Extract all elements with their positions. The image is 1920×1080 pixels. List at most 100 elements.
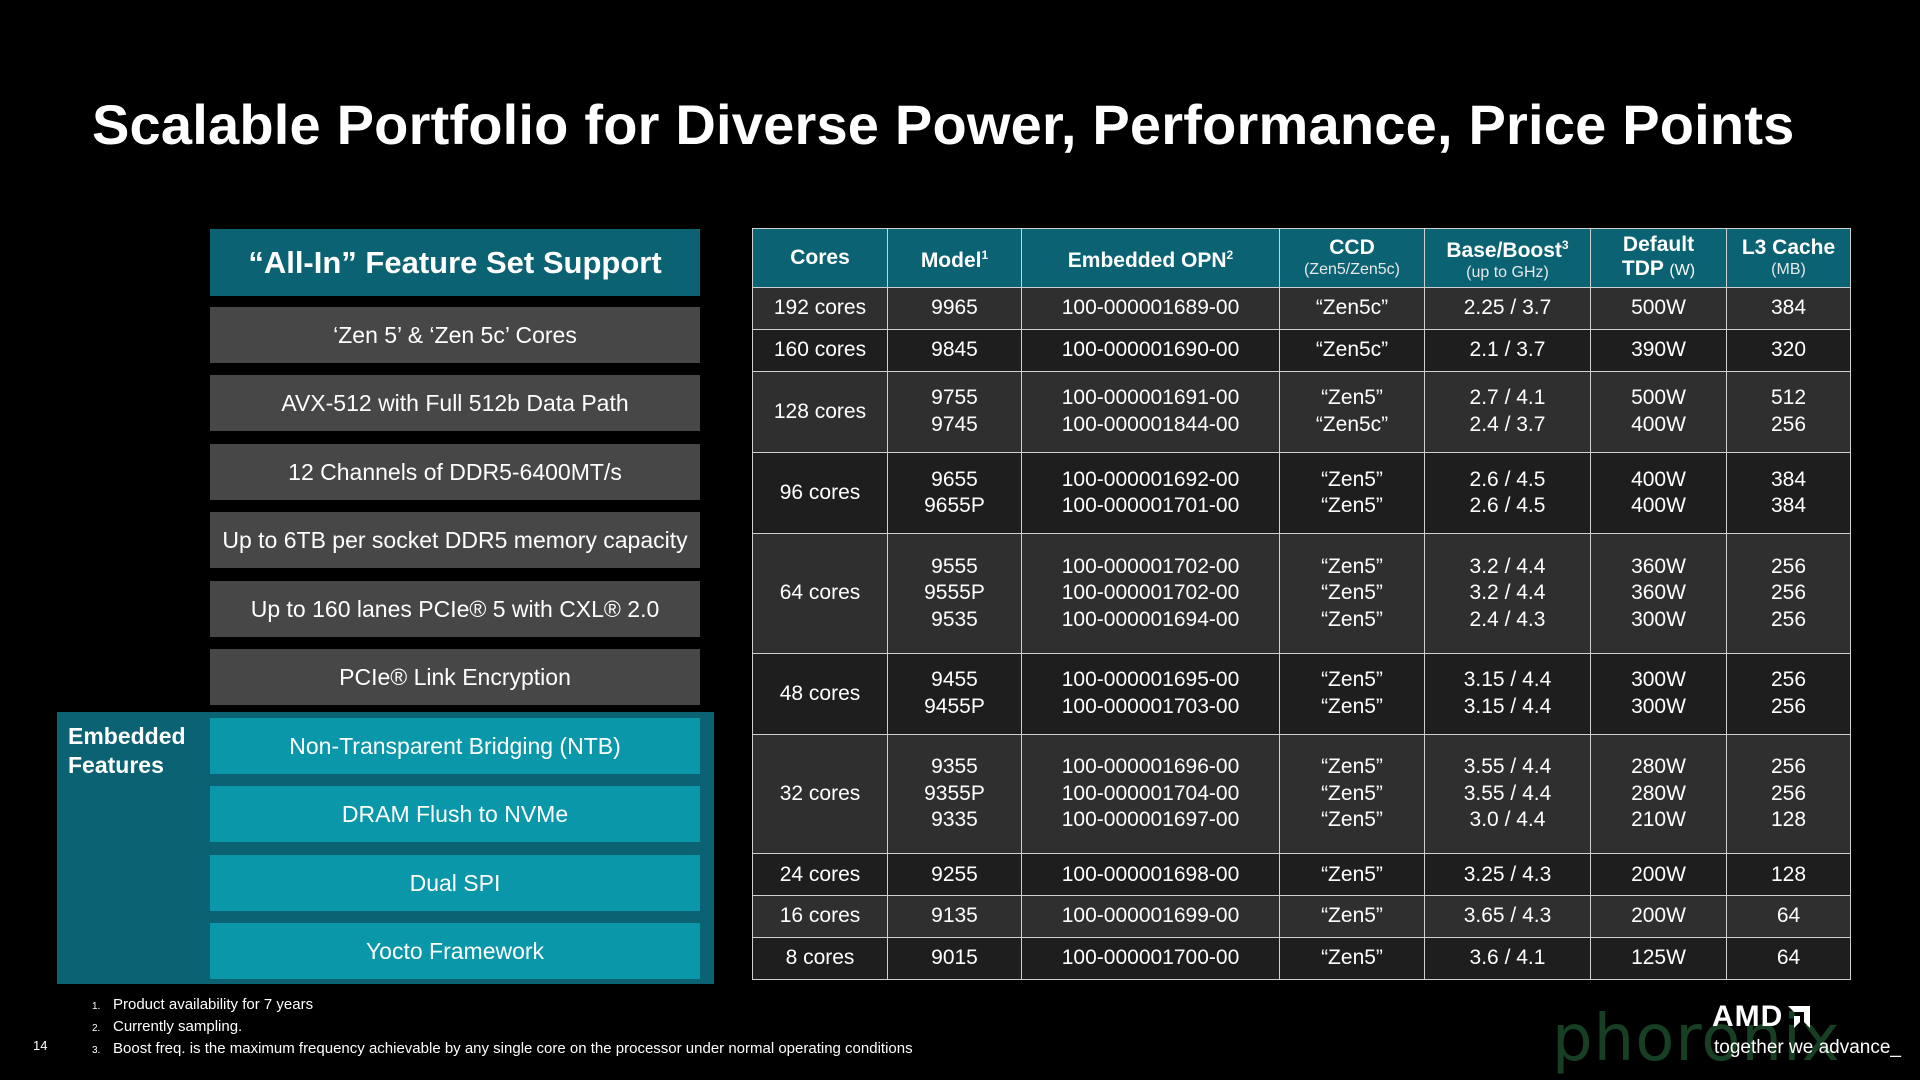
l3-cache-cell-line: 256 — [1770, 668, 1807, 692]
ccd-cell-line: “Zen5” — [1321, 581, 1383, 605]
ccd-cell: “Zen5” — [1279, 895, 1425, 939]
footnote: 3. Boost freq. is the maximum frequency a… — [92, 1039, 913, 1061]
tdp-cell-line: 280W — [1631, 781, 1686, 805]
embedded-feature-item: Yocto Framework — [210, 923, 700, 979]
model-cell: 9965 — [887, 287, 1022, 330]
tdp-cell: 200W — [1590, 895, 1727, 939]
opn-cell-line: 100-000001698-00 — [1061, 862, 1240, 886]
ccd-cell-line: “Zen5” — [1321, 781, 1383, 805]
footnote-ref: 1 — [981, 248, 989, 262]
opn-cell-line: 100-000001700-00 — [1061, 946, 1240, 970]
opn-cell-line: 100-000001689-00 — [1061, 296, 1240, 320]
ccd-cell-line: “Zen5c” — [1315, 412, 1389, 436]
feature-item: ‘Zen 5’ & ‘Zen 5c’ Cores — [210, 307, 700, 363]
slide-title: Scalable Portfolio for Diverse Power, Pe… — [92, 93, 1795, 156]
header-cores: Cores — [752, 228, 888, 288]
embedded-feature-item: Non-Transparent Bridging (NTB) — [210, 718, 700, 774]
footnote-text: Boost freq. is the maximum frequency ach… — [113, 1040, 913, 1057]
opn-cell-line: 100-000001702-00 — [1061, 554, 1240, 578]
feature-set-header: “All-In” Feature Set Support — [210, 229, 700, 296]
tdp-cell-line: 125W — [1631, 946, 1686, 970]
tdp-cell: 125W — [1590, 937, 1727, 980]
ccd-cell-line: “Zen5c” — [1315, 338, 1389, 362]
amd-logo-text: AMD — [1712, 1000, 1784, 1033]
opn-cell-line: 100-000001702-00 — [1061, 581, 1240, 605]
tdp-cell: 360W 360W 300W — [1590, 533, 1727, 654]
opn-cell: 100-000001702-00 100-000001702-00 100-0000… — [1021, 533, 1280, 654]
cores-cell: 128 cores — [752, 370, 888, 453]
frequency-cell-line: 3.15 / 4.4 — [1463, 668, 1552, 692]
tdp-cell-line: 280W — [1631, 755, 1686, 779]
ccd-cell: “Zen5” — [1279, 853, 1425, 897]
table-row: 48 cores 9455 9455P 100-000001695-00 100-000… — [752, 652, 1851, 735]
tdp-cell-line: 360W — [1631, 581, 1686, 605]
frequency-cell: 2.6 / 4.5 2.6 / 4.5 — [1424, 451, 1591, 535]
tdp-cell: 300W 300W — [1590, 652, 1727, 735]
table-row: 128 cores 9755 9745 100-000001691-00 100-000… — [752, 370, 1851, 453]
feature-item: PCIe® Link Encryption — [210, 649, 700, 705]
ccd-cell-line: “Zen5” — [1321, 694, 1383, 718]
tdp-cell: 200W — [1590, 853, 1727, 897]
header-frequency: Base/Boost3 (up to GHz) — [1424, 228, 1591, 288]
l3-cache-cell-line: 128 — [1770, 862, 1807, 886]
frequency-cell-line: 2.6 / 4.5 — [1469, 494, 1546, 518]
tdp-cell-line: 360W — [1631, 554, 1686, 578]
table-row: 192 cores 9965 100-000001689-00 “Zen5c” 2.25… — [752, 287, 1851, 330]
l3-cache-cell: 64 — [1726, 895, 1851, 939]
opn-cell: 100-000001689-00 — [1021, 287, 1280, 330]
tdp-cell: 390W — [1590, 328, 1727, 372]
l3-cache-cell-line: 128 — [1770, 808, 1807, 832]
tdp-cell-line: 300W — [1631, 668, 1686, 692]
l3-cache-cell-line: 384 — [1770, 494, 1807, 518]
header-frequency-label: Base/Boost — [1446, 239, 1562, 262]
model-cell: 9255 — [887, 853, 1022, 897]
footnotes: 1. Product availability for 7 years 2. Cur… — [92, 995, 913, 1061]
model-cell: 9555 9555P 9535 — [887, 533, 1022, 654]
frequency-cell: 2.25 / 3.7 — [1424, 287, 1591, 330]
opn-cell: 100-000001699-00 — [1021, 895, 1280, 939]
opn-cell-line: 100-000001695-00 — [1061, 668, 1240, 692]
header-ccd: CCD (Zen5/Zen5c) — [1279, 228, 1425, 288]
watermark: phoronix — [1552, 1002, 1841, 1076]
l3-cache-cell: 256 256 256 — [1726, 533, 1851, 654]
header-cores-label: Cores — [790, 246, 850, 269]
table-row: 64 cores 9555 9555P 9535 100-000001702-00 100… — [752, 533, 1851, 654]
frequency-cell-line: 2.25 / 3.7 — [1463, 296, 1552, 320]
frequency-cell: 2.1 / 3.7 — [1424, 328, 1591, 372]
embedded-feature-item: DRAM Flush to NVMe — [210, 786, 700, 842]
frequency-cell: 3.6 / 4.1 — [1424, 937, 1591, 980]
l3-cache-cell-line: 512 — [1770, 386, 1807, 410]
ccd-cell-line: “Zen5” — [1321, 386, 1383, 410]
footnote-ref: 3 — [1561, 238, 1569, 252]
tdp-cell-line: 210W — [1631, 808, 1686, 832]
header-tdp: Default TDP (W) — [1590, 228, 1727, 288]
table-row: 8 cores 9015 100-000001700-00 “Zen5” 3.6 / 4… — [752, 937, 1851, 980]
ccd-cell: “Zen5c” — [1279, 328, 1425, 372]
header-l3-label: L3 Cache — [1741, 236, 1836, 259]
model-cell: 9355 9355P 9335 — [887, 733, 1022, 855]
model-cell-line: 9755 — [931, 386, 978, 410]
ccd-cell-line: “Zen5” — [1321, 808, 1383, 832]
cores-cell: 64 cores — [752, 533, 888, 654]
l3-cache-cell-line: 384 — [1770, 296, 1807, 320]
footnote-text: Product availability for 7 years — [113, 996, 314, 1013]
tdp-cell-line: 400W — [1631, 467, 1686, 491]
processor-spec-table: Cores Model1 Embedded OPN2 CCD (Zen5/Zen5… — [752, 228, 1851, 980]
tdp-cell-line: 400W — [1631, 412, 1686, 436]
header-opn: Embedded OPN2 — [1021, 228, 1280, 288]
l3-cache-cell-line: 256 — [1770, 554, 1807, 578]
frequency-cell-line: 3.65 / 4.3 — [1463, 904, 1552, 928]
opn-cell-line: 100-000001703-00 — [1061, 694, 1240, 718]
opn-cell-line: 100-000001692-00 — [1061, 467, 1240, 491]
opn-cell-line: 100-000001704-00 — [1061, 781, 1240, 805]
opn-cell-line: 100-000001697-00 — [1061, 808, 1240, 832]
l3-cache-cell-line: 256 — [1770, 694, 1807, 718]
model-cell-line: 9355 — [931, 755, 978, 779]
footnote-number: 2. — [92, 1023, 101, 1034]
footnote-number: 1. — [92, 1001, 101, 1012]
frequency-cell-line: 3.55 / 4.4 — [1463, 755, 1552, 779]
feature-item: 12 Channels of DDR5-6400MT/s — [210, 444, 700, 500]
embedded-feature-item: Dual SPI — [210, 855, 700, 911]
opn-cell-line: 100-000001690-00 — [1061, 338, 1240, 362]
header-tdp-unit: (W) — [1669, 262, 1696, 279]
